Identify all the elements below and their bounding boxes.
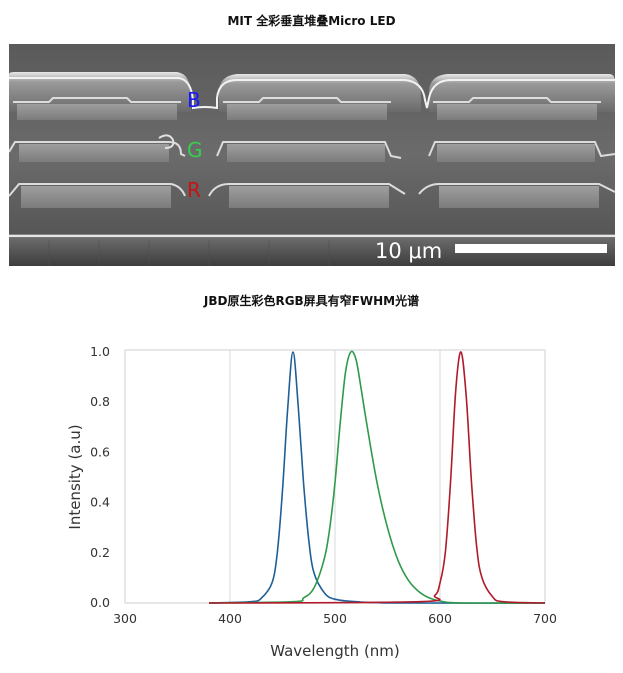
y-tick-label: 0.8	[90, 394, 110, 409]
sem-cross-section-image: 10 μm B G R	[9, 44, 615, 266]
y-tick-labels: 0.0 0.2 0.4 0.6 0.8 1.0	[90, 344, 110, 610]
scale-bar-label: 10 μm	[375, 239, 442, 263]
y-tick-label: 0.2	[90, 545, 110, 560]
top-figure-title: MIT 全彩垂直堆叠Micro LED	[227, 14, 396, 28]
x-tick-label: 500	[323, 611, 347, 626]
series-line-1	[208, 350, 546, 604]
x-tick-label: 600	[428, 611, 452, 626]
x-tick-label: 700	[533, 611, 557, 626]
y-tick-label: 1.0	[90, 344, 110, 359]
x-tick-label: 400	[218, 611, 242, 626]
x-tick-labels: 300 400 500 600 700	[113, 611, 557, 626]
bottom-figure-title: JBD原生彩色RGB屏具有窄FWHM光谱	[203, 294, 420, 308]
y-tick-label: 0.4	[90, 495, 110, 510]
y-tick-label: 0.0	[90, 595, 110, 610]
label-g: G	[187, 138, 203, 162]
x-tick-label: 300	[113, 611, 137, 626]
scale-bar	[455, 244, 607, 253]
series-line-0	[208, 351, 546, 604]
y-tick-label: 0.6	[90, 444, 110, 459]
label-r: R	[187, 178, 201, 202]
x-axis-label: Wavelength (nm)	[270, 642, 400, 660]
chart-series-group	[208, 350, 546, 604]
label-b: B	[187, 88, 201, 112]
spectrum-line-chart: 0.0 0.2 0.4 0.6 0.8 1.0 300 400 500 600 700 Wavel…	[66, 344, 557, 660]
series-line-2	[208, 351, 546, 604]
y-axis-label: Intensity (a.u)	[66, 424, 84, 529]
